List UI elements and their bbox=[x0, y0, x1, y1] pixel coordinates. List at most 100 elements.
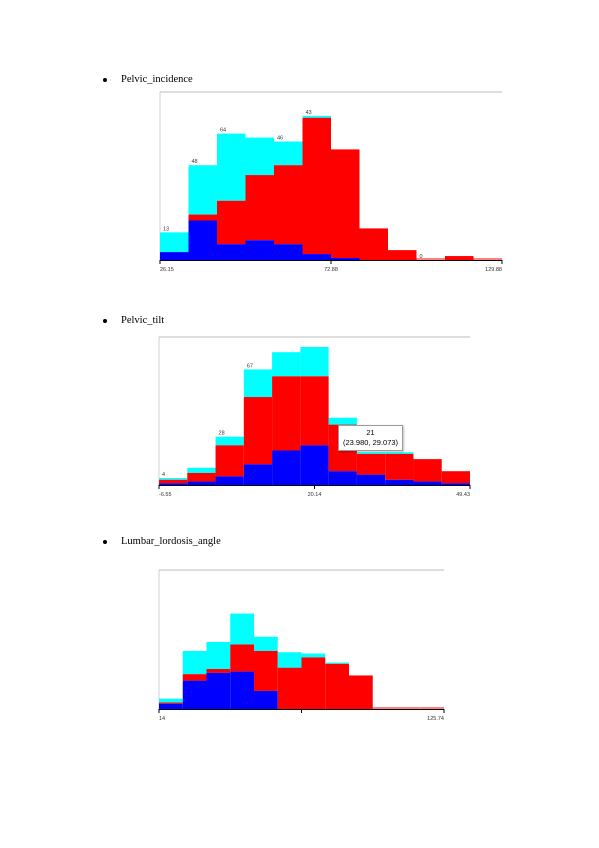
tooltip-count: 21 bbox=[366, 428, 375, 437]
bar-segment-blue bbox=[160, 252, 189, 260]
bullet-item: Pelvic_tilt bbox=[103, 315, 164, 326]
bar-segment-red bbox=[272, 376, 301, 451]
bar-label: 64 bbox=[220, 128, 226, 134]
bar-segment-blue bbox=[441, 483, 470, 485]
bar-segment-blue bbox=[328, 471, 357, 485]
bar-label: 28 bbox=[219, 431, 225, 437]
bullet-icon bbox=[103, 539, 107, 544]
bar-label: 4 bbox=[162, 472, 165, 478]
bar-segment-red bbox=[159, 479, 188, 484]
bar-segment-blue bbox=[272, 450, 301, 485]
bar-segment-blue bbox=[187, 481, 216, 485]
bar-segment-blue bbox=[230, 671, 254, 709]
bar-segment-red bbox=[445, 256, 474, 260]
bar-segment-cyan bbox=[325, 662, 349, 664]
bar-segment-cyan bbox=[187, 467, 216, 473]
bar-segment-red bbox=[331, 149, 360, 259]
bar-segment-blue bbox=[215, 476, 244, 485]
bar-segment-cyan bbox=[245, 137, 274, 176]
bar-segment-red bbox=[356, 453, 386, 475]
bar-segment-blue bbox=[206, 672, 231, 709]
bar-segment-cyan bbox=[302, 115, 331, 118]
bar-segment-cyan bbox=[277, 652, 302, 668]
bullet-icon bbox=[103, 318, 107, 323]
bar-segment-red bbox=[385, 453, 414, 480]
bar-segment-cyan bbox=[230, 613, 254, 645]
bar-segment-red bbox=[245, 175, 274, 241]
section-title: Pelvic_tilt bbox=[121, 315, 165, 326]
bar-segment-red bbox=[187, 472, 216, 482]
bar-segment-cyan bbox=[243, 369, 273, 398]
bar-segment-cyan bbox=[301, 653, 326, 658]
bar-segment-red bbox=[182, 674, 207, 681]
bar-segment-red bbox=[302, 117, 331, 255]
bar-segment-cyan bbox=[159, 698, 183, 703]
bar-segment-cyan bbox=[328, 417, 357, 425]
bar-segment-cyan bbox=[182, 650, 207, 675]
bar-label: 48 bbox=[192, 159, 198, 165]
bar-segment-red bbox=[274, 165, 303, 245]
bar-segment-cyan bbox=[206, 641, 231, 670]
bar-segment-cyan bbox=[356, 452, 386, 454]
bar-segment-red bbox=[359, 228, 388, 260]
bar-segment-cyan bbox=[274, 141, 303, 166]
bar-segment-red bbox=[349, 675, 373, 709]
bar-segment-blue bbox=[274, 244, 303, 260]
bar-segment-cyan bbox=[160, 232, 189, 253]
bar-segment-cyan bbox=[188, 165, 217, 215]
x-tick-label: 14 bbox=[159, 716, 165, 722]
bar-segment-blue bbox=[331, 258, 360, 260]
bar-segment-blue bbox=[385, 479, 414, 485]
bar-segment-red bbox=[441, 471, 470, 484]
bar-label: 43 bbox=[306, 110, 312, 116]
bar-segment-cyan bbox=[215, 436, 244, 446]
bar-segment-blue bbox=[302, 254, 331, 260]
bullet-item: Pelvic_incidence bbox=[103, 74, 193, 85]
x-tick-label: 20.14 bbox=[308, 492, 322, 498]
bar-segment-blue bbox=[243, 464, 273, 485]
histogram-chart[interactable]: 4 28 67 -6.55 20.14 49.43 21 (23.980, 29.073) bbox=[156, 333, 474, 503]
bar-segment-blue bbox=[188, 220, 217, 260]
bar-segment-red bbox=[215, 445, 244, 477]
histogram-svg: 14 125.74 bbox=[158, 569, 445, 722]
bar-segment-red bbox=[254, 650, 278, 691]
bar-segment-cyan bbox=[217, 133, 246, 201]
bar-label: 46 bbox=[277, 136, 283, 142]
histogram-chart[interactable]: 13 48 64 46 43 0 26.15 72.88 129.88 bbox=[157, 88, 504, 278]
tooltip-range: (23.980, 29.073) bbox=[343, 438, 399, 447]
bar-segment-blue bbox=[413, 481, 442, 485]
bin-tooltip: 21 (23.980, 29.073) bbox=[338, 425, 404, 451]
bar-segment-red bbox=[325, 663, 349, 709]
histogram-chart[interactable]: 14 125.74 bbox=[156, 566, 446, 726]
bar-segment-red bbox=[413, 459, 442, 482]
bar-segment-red bbox=[188, 214, 217, 221]
bar-segment-red bbox=[243, 397, 273, 465]
bullet-icon bbox=[103, 77, 107, 82]
bar-segment-blue bbox=[356, 474, 386, 485]
bar-segment-red bbox=[301, 657, 326, 709]
bar-segment-blue bbox=[245, 240, 274, 260]
bar-segment-red bbox=[217, 200, 246, 245]
bar-segment-cyan bbox=[300, 347, 329, 377]
x-tick-label: 125.74 bbox=[427, 716, 444, 722]
bar-segment-red bbox=[277, 667, 302, 709]
bar-segment-blue bbox=[159, 703, 183, 709]
bar-segment-red bbox=[159, 702, 183, 704]
section-title: Pelvic_incidence bbox=[121, 74, 193, 85]
bar-segment-red bbox=[206, 669, 231, 673]
bar-segment-red bbox=[388, 250, 417, 260]
bar-segment-cyan bbox=[272, 352, 301, 377]
bar-segment-red bbox=[230, 644, 254, 672]
histogram-svg: 13 48 64 46 43 0 26.15 72.88 129.88 bbox=[159, 91, 503, 273]
bar-label: 67 bbox=[247, 363, 253, 369]
bar-segment-cyan bbox=[159, 478, 188, 480]
bar-segment-cyan bbox=[254, 636, 278, 651]
bar-segment-blue bbox=[217, 244, 246, 260]
x-tick-label: 72.88 bbox=[324, 267, 338, 273]
bar-segment-red bbox=[300, 376, 329, 446]
histogram-svg: 4 28 67 -6.55 20.14 49.43 bbox=[158, 336, 471, 498]
bar-segment-blue bbox=[182, 680, 207, 709]
bar-label: 13 bbox=[163, 226, 169, 232]
x-tick-label: 49.43 bbox=[456, 492, 470, 498]
bullet-item: Lumbar_lordosis_angle bbox=[103, 536, 221, 547]
